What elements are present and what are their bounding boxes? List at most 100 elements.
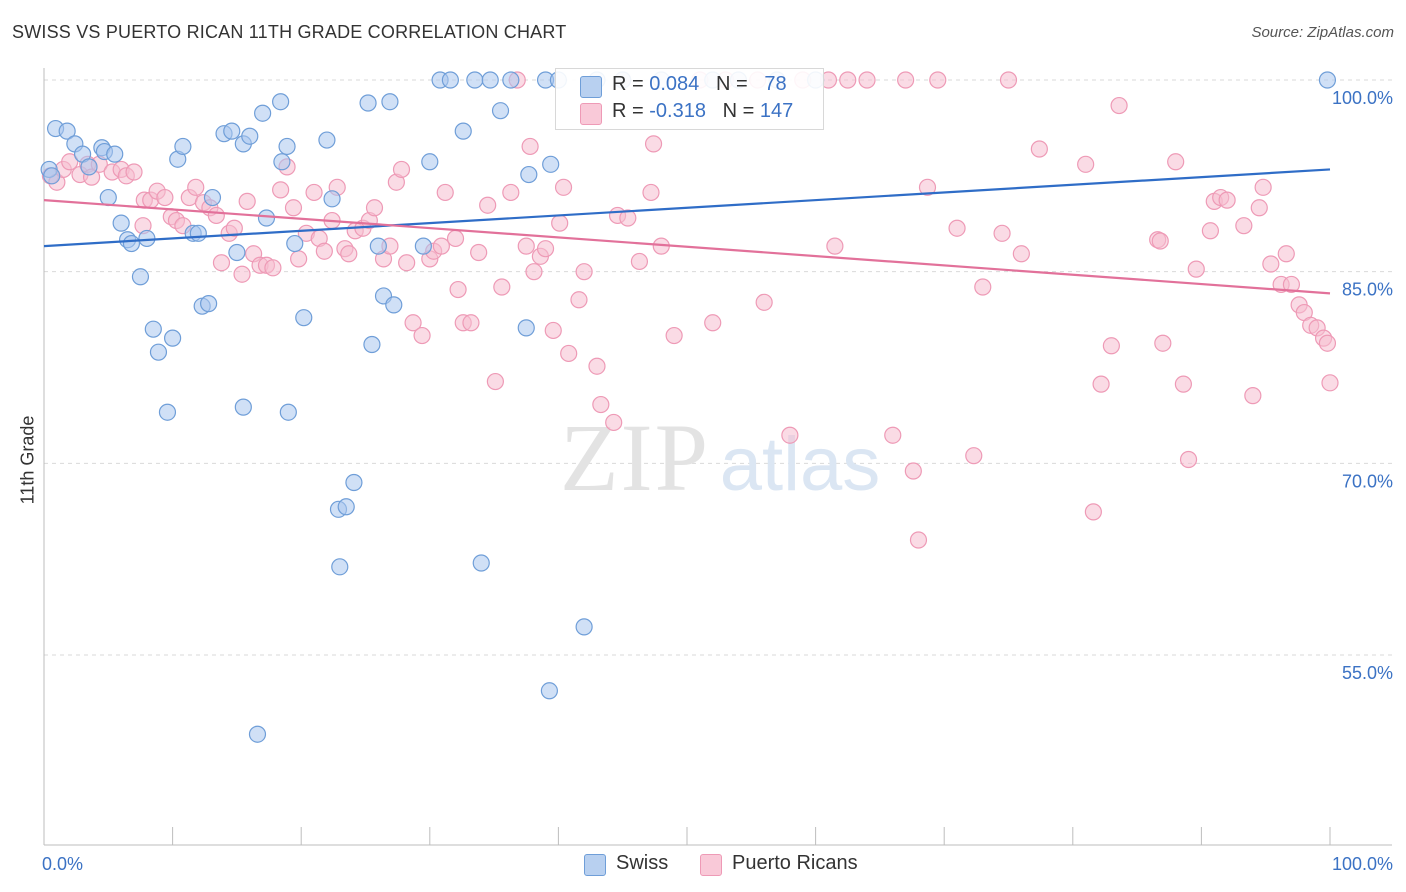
- point-puerto-rican: [993, 224, 1011, 242]
- point-puerto-rican: [619, 209, 637, 227]
- point-swiss: [164, 329, 182, 347]
- point-puerto-rican: [551, 214, 569, 232]
- point-swiss: [286, 234, 304, 253]
- point-swiss: [323, 190, 341, 208]
- point-swiss: [43, 167, 61, 185]
- point-swiss: [106, 145, 124, 163]
- point-swiss: [472, 554, 490, 572]
- point-swiss: [158, 403, 177, 421]
- legend-pr-n-label: N =: [722, 100, 760, 122]
- point-puerto-rican: [554, 178, 573, 196]
- legend-swiss-n-label: N =: [715, 73, 754, 95]
- point-puerto-rican: [1218, 191, 1236, 209]
- point-puerto-rican: [704, 314, 722, 332]
- point-swiss: [138, 229, 156, 248]
- point-puerto-rican: [502, 183, 520, 202]
- point-puerto-rican: [1012, 245, 1030, 263]
- point-swiss: [112, 214, 130, 232]
- point-puerto-rican: [1167, 153, 1185, 171]
- point-swiss: [363, 335, 381, 354]
- point-swiss: [200, 295, 218, 313]
- point-swiss: [414, 237, 432, 255]
- point-swiss: [331, 558, 349, 576]
- point-puerto-rican: [858, 71, 876, 89]
- point-puerto-rican: [1262, 255, 1280, 273]
- point-swiss: [520, 165, 538, 184]
- point-puerto-rican: [755, 293, 773, 311]
- point-puerto-rican: [470, 243, 488, 262]
- point-puerto-rican: [884, 426, 902, 444]
- point-swiss: [542, 155, 560, 173]
- point-puerto-rican: [592, 395, 610, 414]
- point-puerto-rican: [365, 199, 384, 217]
- point-puerto-rican: [642, 183, 660, 202]
- point-puerto-rican: [1077, 155, 1095, 173]
- point-puerto-rican: [521, 137, 539, 156]
- point-swiss: [337, 498, 355, 516]
- bottom-legend-label-swiss: Swiss: [616, 852, 669, 874]
- point-puerto-rican: [517, 237, 535, 255]
- point-puerto-rican: [238, 192, 256, 210]
- bottom-legend-label-pr: Puerto Ricans: [732, 852, 858, 874]
- point-puerto-rican: [1254, 178, 1272, 196]
- point-puerto-rican: [212, 254, 231, 272]
- point-puerto-rican: [449, 280, 467, 299]
- point-swiss: [58, 122, 76, 140]
- point-puerto-rican: [404, 314, 422, 332]
- point-puerto-rican: [432, 237, 450, 255]
- watermark: ZIP atlas: [560, 404, 880, 511]
- point-puerto-rican: [909, 531, 928, 549]
- point-swiss: [279, 403, 297, 421]
- point-puerto-rican: [493, 278, 511, 296]
- point-puerto-rican: [1250, 199, 1268, 217]
- point-swiss: [241, 127, 259, 145]
- point-swiss: [1318, 71, 1337, 89]
- legend-pr-r-value: -0.318: [649, 100, 706, 122]
- point-puerto-rican: [272, 181, 290, 199]
- point-puerto-rican: [1318, 334, 1337, 352]
- point-swiss: [466, 71, 484, 89]
- point-puerto-rican: [207, 206, 225, 225]
- point-puerto-rican: [340, 245, 358, 263]
- point-puerto-rican: [436, 183, 454, 202]
- point-swiss: [203, 188, 222, 207]
- point-swiss: [369, 237, 387, 255]
- point-puerto-rican: [1321, 374, 1339, 392]
- point-puerto-rican: [462, 314, 480, 332]
- y-axis-label: 11th Grade: [17, 415, 38, 505]
- point-swiss: [441, 71, 459, 89]
- point-swiss: [80, 158, 98, 176]
- point-puerto-rican: [839, 71, 857, 89]
- point-swiss: [540, 682, 558, 700]
- legend-swiss-n-value: 78: [764, 73, 787, 95]
- legend-swiss-r-value: 0.084: [649, 73, 700, 95]
- point-puerto-rican: [125, 163, 143, 181]
- point-puerto-rican: [560, 344, 578, 363]
- point-puerto-rican: [1174, 375, 1192, 393]
- point-swiss: [575, 618, 593, 636]
- point-swiss: [491, 102, 510, 120]
- y-tick-label: 55.0%: [1342, 663, 1393, 683]
- chart-title: SWISS VS PUERTO RICAN 11TH GRADE CORRELA…: [12, 22, 567, 42]
- point-puerto-rican: [536, 240, 555, 258]
- point-puerto-rican: [284, 199, 303, 217]
- y-tick-label: 70.0%: [1342, 471, 1393, 491]
- point-swiss: [257, 209, 276, 227]
- point-puerto-rican: [1151, 232, 1169, 250]
- point-puerto-rican: [630, 252, 649, 271]
- point-puerto-rican: [486, 372, 504, 391]
- gridlines: [44, 79, 1392, 656]
- point-puerto-rican: [965, 447, 983, 465]
- point-swiss: [144, 320, 162, 338]
- point-puerto-rican: [398, 254, 416, 272]
- point-puerto-rican: [1201, 222, 1220, 240]
- legend-swatch-pr: [580, 103, 602, 125]
- point-puerto-rican: [826, 237, 844, 255]
- point-puerto-rican: [1030, 140, 1048, 158]
- point-swiss: [385, 296, 403, 314]
- point-swiss: [295, 309, 313, 327]
- legend-pr-r-label: R =: [612, 100, 650, 122]
- bottom-legend-swatch-pr: [700, 854, 722, 876]
- point-swiss: [318, 131, 336, 149]
